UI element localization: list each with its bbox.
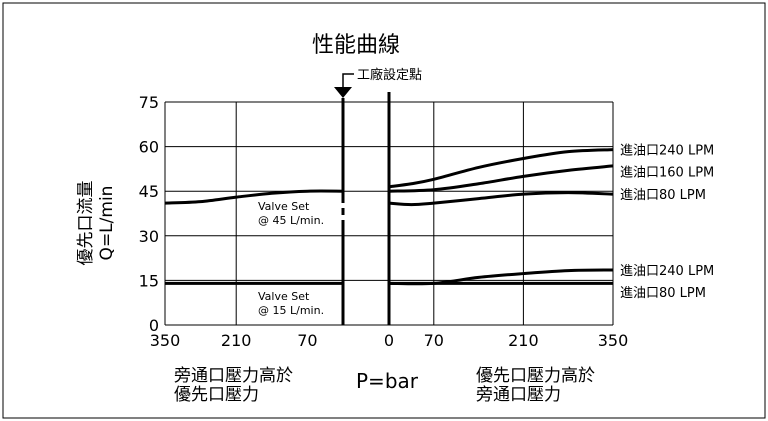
series-line <box>388 164 614 193</box>
valve-set-15-line1: Valve Set <box>258 290 310 303</box>
series-label: 進油口240 LPM <box>620 144 714 159</box>
y-tick-label: 75 <box>139 93 159 112</box>
series-label: 進油口240 LPM <box>620 264 714 279</box>
series-lines <box>164 148 614 286</box>
grid <box>164 92 614 326</box>
factory-set-leader <box>342 73 354 87</box>
series-label: 進油口80 LPM <box>620 188 706 203</box>
y-tick-label: 0 <box>149 316 159 335</box>
y-axis-label-line1: 優先口流量 <box>76 181 96 266</box>
valve-set-45-line2: @ 45 L/min. <box>258 214 324 227</box>
series-line <box>388 268 614 286</box>
y-tick-label: 15 <box>139 271 159 290</box>
x-tick-label: 0 <box>384 331 394 350</box>
chart-title: 性能曲線 <box>312 33 400 58</box>
series-label: 進油口80 LPM <box>620 286 706 301</box>
y-tick-label: 60 <box>139 138 159 157</box>
tick-labels: 0 15 30 45 60 75 350 210 70 0 70 210 350 <box>139 93 629 350</box>
left-region-label-line1: 旁通口壓力高於 <box>174 366 293 386</box>
series-line <box>164 189 344 205</box>
factory-set-label: 工廠設定點 <box>357 67 422 83</box>
valve-set-15-line2: @ 15 L/min. <box>258 304 324 317</box>
y-tick-label: 45 <box>139 182 159 201</box>
series-line <box>388 191 614 207</box>
right-region-label-line2: 旁通口壓力 <box>476 385 561 405</box>
x-axis-label: P=bar <box>356 369 419 393</box>
x-tick-label: 70 <box>297 331 317 350</box>
x-tick-label: 210 <box>221 331 252 350</box>
y-axis-label-line2: Q=L/min <box>97 186 117 261</box>
y-axis-label: 優先口流量 Q=L/min <box>76 181 117 266</box>
valve-set-45-line1: Valve Set <box>258 200 310 213</box>
x-tick-label: 350 <box>150 331 181 350</box>
series-line <box>388 148 614 189</box>
x-tick-label: 350 <box>598 331 629 350</box>
x-tick-label: 210 <box>508 331 539 350</box>
series-labels: 進油口240 LPM 進油口160 LPM 進油口80 LPM 進油口240 LPM 進… <box>620 144 714 301</box>
y-tick-label: 30 <box>139 227 159 246</box>
right-region-label-line1: 優先口壓力高於 <box>476 366 595 386</box>
left-region-label-line2: 優先口壓力 <box>174 385 259 405</box>
x-tick-label: 70 <box>424 331 444 350</box>
factory-set-marker <box>334 87 352 98</box>
series-label: 進油口160 LPM <box>620 166 714 181</box>
